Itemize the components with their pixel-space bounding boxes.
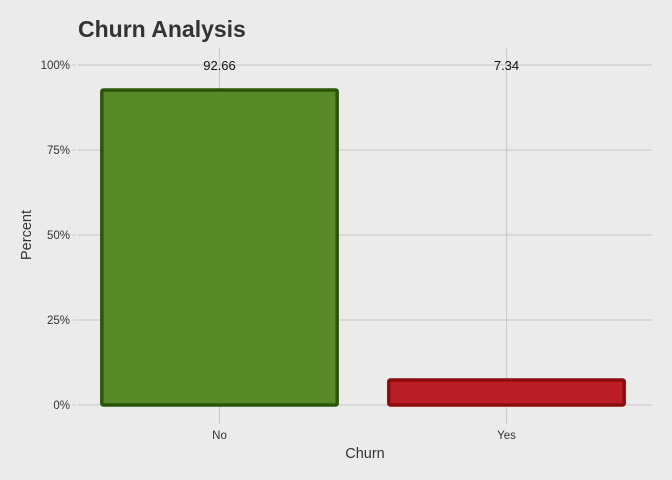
y-tick-label: 75% — [47, 145, 70, 157]
data-labels: 92.66 7.34 — [203, 58, 519, 73]
y-tick-label: 50% — [47, 230, 70, 242]
x-tick-label: Yes — [497, 430, 516, 442]
bars — [100, 88, 626, 407]
x-tick-label: No — [212, 430, 227, 442]
bar-yes — [387, 378, 626, 407]
y-tick-label: 0% — [53, 400, 70, 412]
y-tick-label: 25% — [47, 315, 70, 327]
axes: 0% 25% 50% 75% 100% No Yes — [41, 60, 517, 442]
data-label-yes: 7.34 — [494, 58, 519, 73]
y-tick-label: 100% — [41, 60, 70, 72]
y-axis-title: Percent — [19, 210, 35, 260]
data-label-no: 92.66 — [203, 58, 236, 73]
bar-no — [100, 88, 339, 407]
x-axis-title: Churn — [345, 446, 385, 462]
chart-title: Churn Analysis — [78, 16, 246, 42]
